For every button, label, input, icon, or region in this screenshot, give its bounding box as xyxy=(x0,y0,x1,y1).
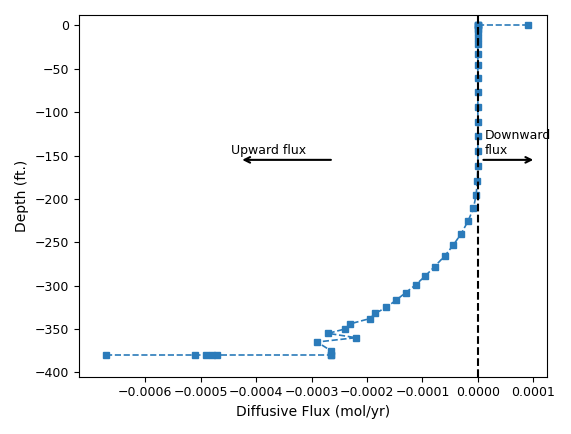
Y-axis label: Depth (ft.): Depth (ft.) xyxy=(15,160,29,232)
Text: Upward flux: Upward flux xyxy=(231,144,306,157)
X-axis label: Diffusive Flux (mol/yr): Diffusive Flux (mol/yr) xyxy=(236,405,390,419)
Text: Downward
flux: Downward flux xyxy=(485,129,551,157)
